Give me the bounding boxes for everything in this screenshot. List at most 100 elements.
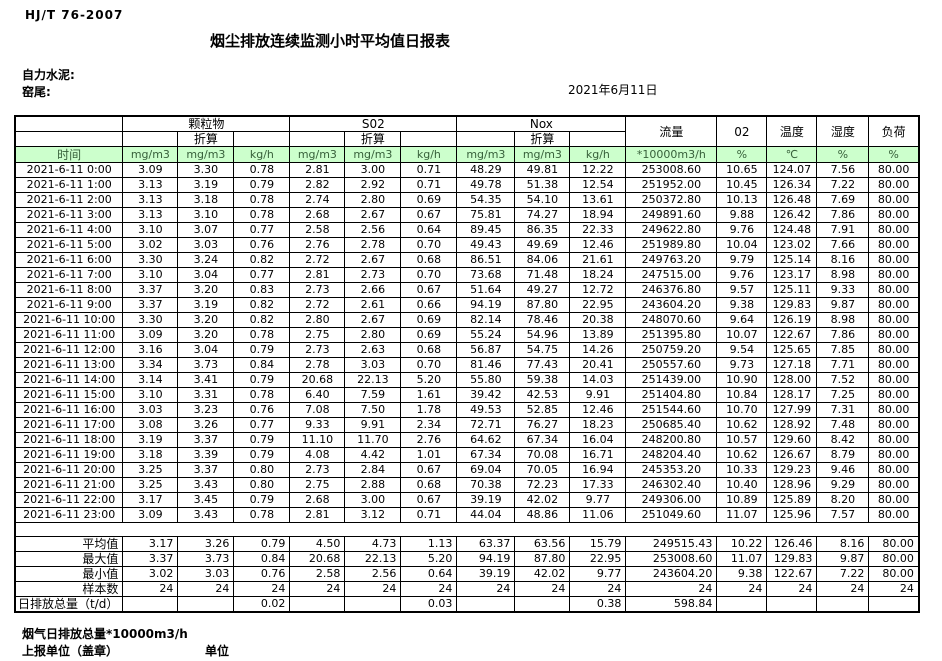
value-cell: 10.57 [716,432,768,448]
value-cell: 3.03 [177,237,235,253]
value-cell: 55.80 [456,372,516,388]
value-cell: 3.00 [344,162,402,178]
value-cell: 3.10 [122,267,179,283]
value-cell: 11.07 [716,507,768,523]
value-cell: 0.67 [400,282,458,298]
value-cell: 2.81 [289,267,346,283]
value-cell: 3.30 [122,252,179,268]
value-cell: 67.34 [514,432,571,448]
summary-value-cell: 4.73 [344,536,402,552]
value-cell: 7.91 [816,222,870,238]
blank-cell [817,523,869,537]
value-cell: 80.00 [868,462,920,478]
value-cell: 76.27 [514,417,571,433]
value-cell: 8.98 [816,312,870,328]
summary-value-cell: 249515.43 [625,536,718,552]
header-load: 负荷 [868,115,920,147]
summary-value-cell: 0.79 [233,536,291,552]
summary-value-cell [289,596,346,613]
value-cell: 0.69 [400,327,458,343]
separator-row [14,522,920,537]
table-row: 2021-6-11 5:00 3.02 3.03 0.76 2.76 2.78 0.70 49… [14,237,920,253]
summary-value-cell: 243604.20 [625,566,718,582]
value-cell: 3.20 [177,282,235,298]
value-cell: 2.84 [344,462,402,478]
standard-code: HJ/T 76-2007 [25,8,124,22]
value-cell: 80.00 [868,297,920,313]
report-date: 2021年6月11日 [568,83,658,97]
value-cell: 0.70 [400,357,458,373]
summary-value-cell: 0.38 [569,596,627,613]
header-empty-cell [456,131,516,147]
value-cell: 0.77 [233,417,291,433]
unit-header-cell: % [816,146,870,163]
value-cell: 10.45 [716,177,768,193]
footer-flue-gas-total: 烟气日排放总量*10000m3/h [22,627,188,641]
value-cell: 1.01 [400,447,458,463]
summary-row: 平均值 3.17 3.26 0.79 4.50 4.73 1.13 63.37 63.56 15.… [14,536,920,552]
value-cell: 3.00 [344,492,402,508]
value-cell: 49.81 [514,162,571,178]
value-cell: 2.73 [289,342,346,358]
value-cell: 246376.80 [625,282,718,298]
value-cell: 248200.80 [625,432,718,448]
summary-value-cell: 2.58 [289,566,346,582]
value-cell: 2.88 [344,477,402,493]
value-cell: 2.67 [344,207,402,223]
value-cell: 2.73 [289,282,346,298]
blank-cell [401,523,457,537]
unit-header-cell: kg/h [233,146,291,163]
summary-value-cell: 24 [344,581,402,597]
summary-value-cell [766,596,818,613]
value-cell: 128.17 [766,387,818,403]
value-cell: 3.03 [122,402,179,418]
summary-label: 最大值 [14,551,124,567]
value-cell: 0.78 [233,162,291,178]
company-label: 自力水泥: [22,68,75,82]
value-cell: 48.86 [514,507,571,523]
value-cell: 126.19 [766,312,818,328]
summary-value-cell: 10.22 [716,536,768,552]
value-cell: 7.50 [344,402,402,418]
table-row: 2021-6-11 3:00 3.13 3.10 0.78 2.68 2.67 0.67 75… [14,207,920,223]
time-cell: 2021-6-11 16:00 [14,402,124,418]
value-cell: 69.04 [456,462,516,478]
value-cell: 70.08 [514,447,571,463]
table-row: 2021-6-11 15:00 3.10 3.31 0.78 6.40 7.59 1.61 3… [14,387,920,403]
value-cell: 80.00 [868,492,920,508]
value-cell: 87.80 [514,297,571,313]
value-cell: 0.71 [400,162,458,178]
unit-header-row: 时间 mg/m3 mg/m3 kg/h mg/m3 mg/m3 kg/h mg/m3 mg/m… [14,146,920,163]
value-cell: 3.73 [177,357,235,373]
value-cell: 14.26 [569,342,627,358]
value-cell: 0.68 [400,252,458,268]
value-cell: 80.00 [868,162,920,178]
value-cell: 89.45 [456,222,516,238]
value-cell: 80.00 [868,237,920,253]
value-cell: 3.07 [177,222,235,238]
value-cell: 9.57 [716,282,768,298]
value-cell: 3.20 [177,312,235,328]
value-cell: 3.04 [177,342,235,358]
summary-value-cell: 24 [177,581,235,597]
summary-value-cell: 24 [122,581,179,597]
value-cell: 0.82 [233,297,291,313]
value-cell: 54.96 [514,327,571,343]
value-cell: 3.16 [122,342,179,358]
value-cell: 80.00 [868,207,920,223]
value-cell: 12.54 [569,177,627,193]
location-label: 窑尾: [22,85,51,99]
table-row: 2021-6-11 22:00 3.17 3.45 0.79 2.68 3.00 0.67 3… [14,492,920,508]
table-row: 2021-6-11 11:00 3.09 3.20 0.78 2.75 2.80 0.69 5… [14,327,920,343]
value-cell: 3.37 [177,462,235,478]
value-cell: 3.09 [122,507,179,523]
value-cell: 245353.20 [625,462,718,478]
time-cell: 2021-6-11 15:00 [14,387,124,403]
value-cell: 12.46 [569,237,627,253]
table-row: 2021-6-11 7:00 3.10 3.04 0.77 2.81 2.73 0.70 73… [14,267,920,283]
value-cell: 2.81 [289,507,346,523]
value-cell: 3.08 [122,417,179,433]
value-cell: 80.00 [868,177,920,193]
time-cell: 2021-6-11 0:00 [14,162,124,178]
value-cell: 246302.40 [625,477,718,493]
